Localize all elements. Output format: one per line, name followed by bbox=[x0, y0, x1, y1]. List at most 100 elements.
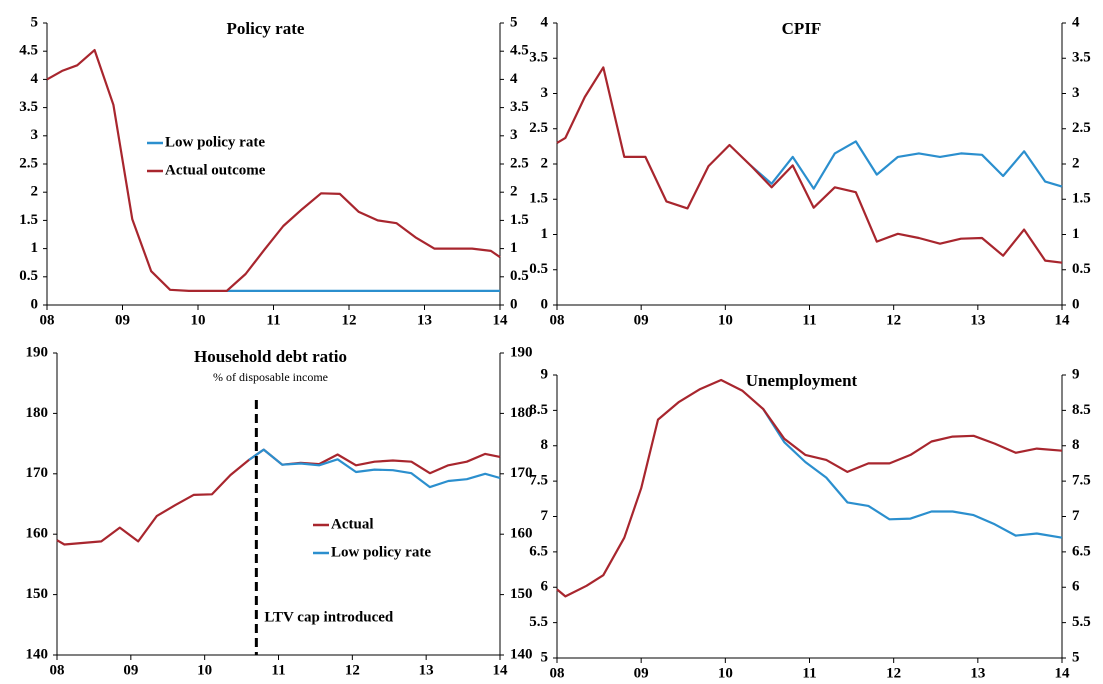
x-tick-label: 12 bbox=[886, 312, 901, 328]
y2-tick-label: 2.5 bbox=[1072, 120, 1091, 136]
y2-tick-label: 2 bbox=[510, 184, 518, 200]
y-tick-label: 4 bbox=[31, 71, 39, 87]
y-tick-label: 1 bbox=[541, 226, 549, 242]
series-line bbox=[556, 66, 1063, 264]
y2-tick-label: 160 bbox=[510, 526, 533, 542]
y-tick-label: 180 bbox=[26, 405, 49, 421]
y-tick-label: 7 bbox=[541, 508, 549, 524]
y-tick-label: 8.5 bbox=[529, 402, 548, 418]
y2-tick-label: 1.5 bbox=[1072, 191, 1091, 207]
y-tick-label: 9 bbox=[541, 366, 549, 382]
legend-label: Actual bbox=[331, 516, 374, 532]
y-tick-label: 190 bbox=[26, 344, 49, 360]
y2-tick-label: 0 bbox=[510, 296, 518, 312]
series-line bbox=[248, 448, 501, 489]
x-tick-label: 09 bbox=[634, 665, 649, 681]
y2-tick-label: 0.5 bbox=[510, 268, 529, 284]
y-tick-label: 3.5 bbox=[529, 50, 548, 66]
y-tick-label: 4 bbox=[541, 14, 549, 30]
x-tick-label: 13 bbox=[419, 662, 434, 678]
y-tick-label: 1 bbox=[31, 240, 39, 256]
y2-tick-label: 0.5 bbox=[1072, 261, 1091, 277]
y-tick-label: 1.5 bbox=[529, 191, 548, 207]
x-tick-label: 10 bbox=[197, 662, 212, 678]
y2-tick-label: 1.5 bbox=[510, 212, 529, 228]
x-tick-label: 09 bbox=[115, 312, 130, 328]
y-tick-label: 3 bbox=[541, 85, 549, 101]
series-line bbox=[46, 49, 501, 292]
y2-tick-label: 4 bbox=[1072, 14, 1080, 30]
y-tick-label: 2.5 bbox=[19, 155, 38, 171]
x-tick-label: 14 bbox=[1055, 665, 1071, 681]
y-tick-label: 0.5 bbox=[19, 268, 38, 284]
x-tick-label: 13 bbox=[970, 665, 985, 681]
y2-tick-label: 8 bbox=[1072, 437, 1080, 453]
y-tick-label: 5 bbox=[541, 649, 549, 665]
y2-tick-label: 1 bbox=[510, 240, 518, 256]
y2-tick-label: 4.5 bbox=[510, 43, 529, 59]
y2-tick-label: 150 bbox=[510, 586, 533, 602]
x-tick-label: 11 bbox=[802, 312, 816, 328]
y-tick-label: 3 bbox=[31, 127, 39, 143]
x-tick-label: 08 bbox=[550, 665, 565, 681]
series-line bbox=[56, 448, 501, 546]
y2-tick-label: 6.5 bbox=[1072, 543, 1091, 559]
x-tick-label: 11 bbox=[266, 312, 280, 328]
x-tick-label: 09 bbox=[123, 662, 138, 678]
x-tick-label: 12 bbox=[345, 662, 360, 678]
chart-subtitle: % of disposable income bbox=[213, 370, 328, 384]
y2-tick-label: 5.5 bbox=[1072, 614, 1091, 630]
y-tick-label: 7.5 bbox=[529, 473, 548, 489]
y-tick-label: 0.5 bbox=[529, 261, 548, 277]
series-line bbox=[556, 378, 1063, 598]
x-tick-label: 08 bbox=[40, 312, 55, 328]
x-tick-label: 13 bbox=[970, 312, 985, 328]
y2-tick-label: 0 bbox=[1072, 296, 1080, 312]
y-tick-label: 6 bbox=[541, 579, 549, 595]
y-tick-label: 2 bbox=[31, 184, 39, 200]
y2-tick-label: 3.5 bbox=[510, 99, 529, 115]
y-tick-label: 8 bbox=[541, 437, 549, 453]
x-tick-label: 14 bbox=[1055, 312, 1071, 328]
x-tick-label: 12 bbox=[886, 665, 901, 681]
y-tick-label: 5 bbox=[31, 14, 39, 30]
y-tick-label: 140 bbox=[26, 646, 49, 662]
legend-label: Low policy rate bbox=[331, 544, 431, 560]
x-tick-label: 14 bbox=[493, 662, 509, 678]
y-tick-label: 5.5 bbox=[529, 614, 548, 630]
x-tick-label: 12 bbox=[342, 312, 357, 328]
y2-tick-label: 7.5 bbox=[1072, 473, 1091, 489]
x-tick-label: 11 bbox=[802, 665, 816, 681]
y2-tick-label: 6 bbox=[1072, 579, 1080, 595]
x-tick-label: 08 bbox=[550, 312, 565, 328]
y2-tick-label: 3 bbox=[1072, 85, 1080, 101]
y2-tick-label: 5 bbox=[510, 14, 518, 30]
x-tick-label: 10 bbox=[191, 312, 206, 328]
legend-label: Low policy rate bbox=[165, 134, 265, 150]
annotation: LTV cap introduced bbox=[264, 609, 394, 625]
y-tick-label: 150 bbox=[26, 586, 49, 602]
legend-label: Actual outcome bbox=[165, 162, 266, 178]
x-tick-label: 08 bbox=[50, 662, 65, 678]
y-tick-label: 0 bbox=[541, 296, 549, 312]
y-tick-label: 3.5 bbox=[19, 99, 38, 115]
chart-title: Unemployment bbox=[746, 371, 858, 390]
chart-title: Policy rate bbox=[227, 19, 305, 38]
y2-tick-label: 3 bbox=[510, 127, 518, 143]
y-tick-label: 170 bbox=[26, 465, 49, 481]
y2-tick-label: 7 bbox=[1072, 508, 1080, 524]
y2-tick-label: 180 bbox=[510, 405, 533, 421]
x-tick-label: 14 bbox=[493, 312, 509, 328]
y2-tick-label: 190 bbox=[510, 344, 533, 360]
chart-title: CPIF bbox=[782, 19, 822, 38]
x-tick-label: 09 bbox=[634, 312, 649, 328]
x-tick-label: 10 bbox=[718, 312, 733, 328]
y-tick-label: 1.5 bbox=[19, 212, 38, 228]
y2-tick-label: 3.5 bbox=[1072, 50, 1091, 66]
y-tick-label: 6.5 bbox=[529, 543, 548, 559]
y2-tick-label: 170 bbox=[510, 465, 533, 481]
y-tick-label: 160 bbox=[26, 526, 49, 542]
y2-tick-label: 5 bbox=[1072, 649, 1080, 665]
y2-tick-label: 140 bbox=[510, 646, 533, 662]
